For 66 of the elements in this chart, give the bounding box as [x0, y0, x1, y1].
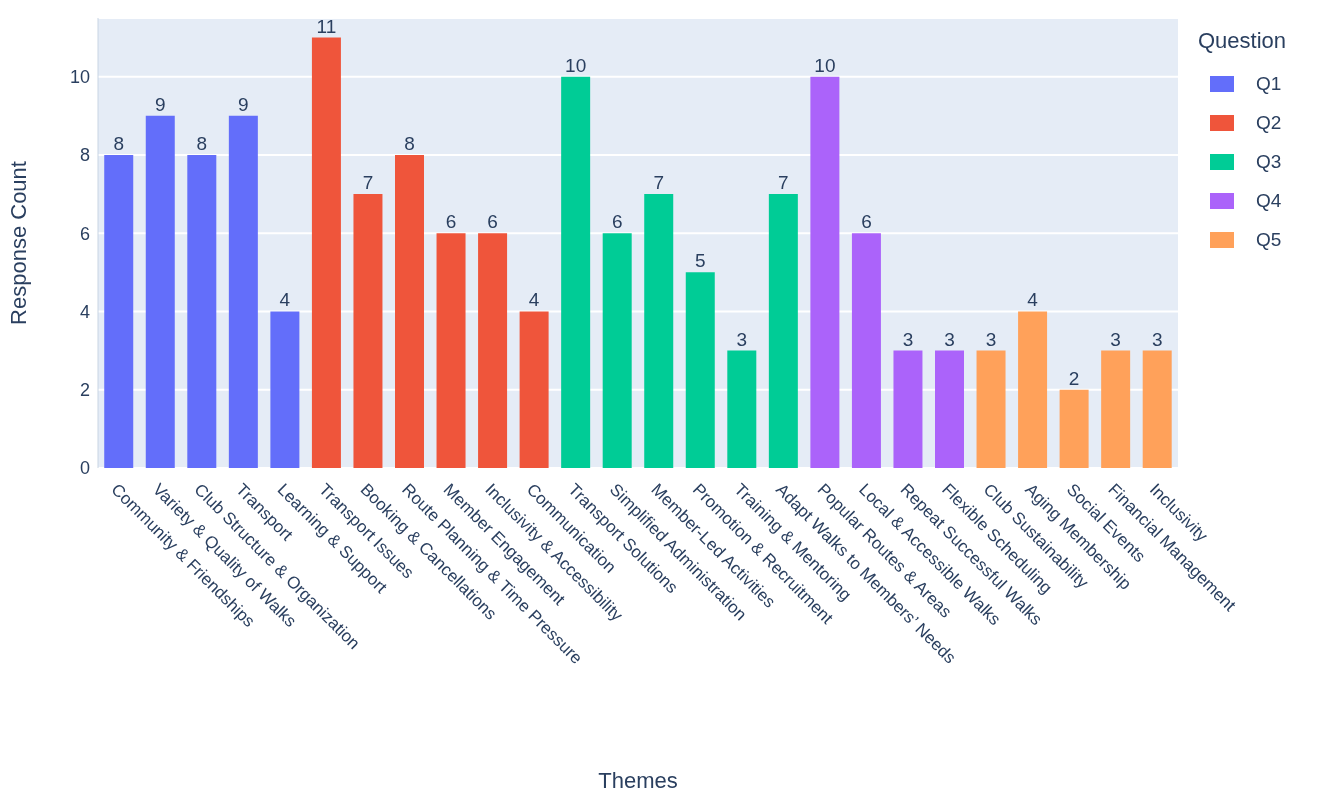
- y-tick-label: 0: [79, 458, 90, 479]
- bar: [727, 350, 757, 468]
- bar: [685, 272, 715, 468]
- data-label: 7: [778, 172, 789, 194]
- bar: [187, 154, 217, 468]
- bar: [893, 350, 923, 468]
- y-tick-label: 10: [69, 67, 90, 88]
- bar: [1101, 350, 1131, 468]
- bar: [1059, 389, 1089, 468]
- data-label: 6: [445, 211, 457, 233]
- legend-label: Q2: [1256, 111, 1282, 134]
- bar: [104, 154, 134, 468]
- data-label: 7: [362, 172, 374, 194]
- data-label: 3: [736, 328, 748, 350]
- data-label: 6: [861, 211, 872, 233]
- bar: [561, 76, 591, 468]
- data-label: 10: [814, 54, 836, 76]
- legend-label: Q1: [1256, 72, 1282, 95]
- data-label: 2: [1068, 367, 1080, 389]
- bar: [228, 115, 258, 468]
- bar: [353, 194, 383, 468]
- bar: [1018, 311, 1048, 468]
- data-label: 6: [611, 211, 623, 233]
- data-label: 5: [694, 250, 706, 272]
- data-label: 8: [404, 132, 415, 154]
- data-label: 3: [1151, 328, 1163, 350]
- y-tick-label: 4: [79, 301, 90, 322]
- data-label: 3: [985, 328, 997, 350]
- data-label: 10: [565, 54, 587, 76]
- bar: [270, 311, 300, 468]
- y-tick-label: 8: [79, 145, 90, 166]
- bar: [810, 76, 840, 468]
- legend-title: Question: [1198, 28, 1287, 54]
- bar: [311, 37, 341, 468]
- data-label: 3: [944, 328, 955, 350]
- bar: [519, 311, 549, 468]
- bar: [851, 233, 881, 468]
- bar: [935, 350, 964, 468]
- legend-label: Q4: [1256, 189, 1282, 212]
- legend-label: Q3: [1256, 150, 1282, 173]
- y-axis-title: Response Count: [5, 161, 31, 325]
- data-label: 8: [196, 132, 208, 154]
- legend-label: Q5: [1256, 228, 1282, 251]
- data-label: 3: [1110, 328, 1121, 350]
- bar: [436, 233, 466, 468]
- bar: [602, 233, 632, 468]
- bar: [976, 350, 1006, 468]
- data-label: 4: [1027, 289, 1039, 311]
- x-axis-title: Themes: [598, 768, 678, 793]
- data-label: 4: [528, 289, 540, 311]
- bar: [478, 233, 508, 468]
- data-label: 8: [113, 132, 125, 154]
- bar: [1142, 350, 1172, 468]
- y-tick-label: 6: [79, 223, 90, 244]
- data-label: 7: [653, 172, 665, 194]
- bar: [395, 154, 424, 468]
- data-label: 9: [238, 93, 249, 115]
- data-label: 9: [154, 93, 166, 115]
- data-label: 11: [316, 15, 337, 37]
- bar: [145, 115, 175, 468]
- bar: [644, 194, 674, 468]
- data-label: 4: [279, 289, 291, 311]
- data-label: 6: [487, 211, 498, 233]
- data-label: 3: [902, 328, 914, 350]
- bar: [768, 194, 798, 468]
- y-tick-label: 2: [79, 380, 90, 401]
